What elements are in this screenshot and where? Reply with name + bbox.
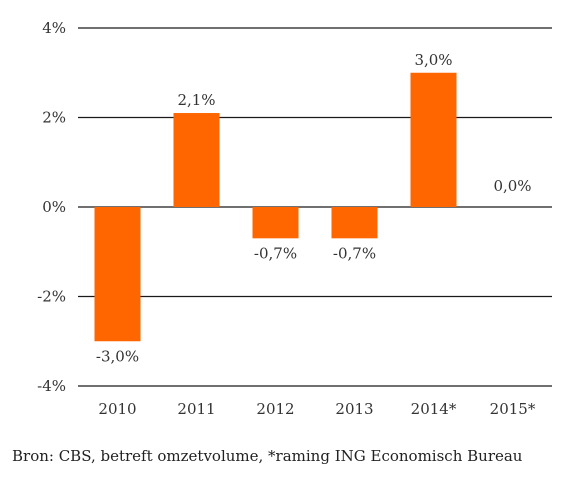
x-tick-label: 2010	[98, 400, 136, 418]
gridlines	[78, 27, 552, 387]
y-tick-label: -4%	[37, 377, 66, 395]
x-tick-label: 2014*	[411, 400, 457, 418]
bar-chart: 4% 2% 0% -2% -4% -3,0% 2,1% -0,7% -0,7% 3,0% 0,0%…	[37, 19, 552, 418]
x-tick-label: 2012	[256, 400, 294, 418]
data-label: 0,0%	[493, 177, 531, 195]
data-label: -0,7%	[254, 244, 297, 262]
bar	[252, 207, 299, 239]
x-axis-ticks: 2010 2011 2012 2013 2014* 2015*	[98, 400, 535, 418]
y-axis-ticks: 4% 2% 0% -2% -4%	[37, 19, 66, 395]
x-tick-label: 2015*	[490, 400, 536, 418]
x-tick-label: 2013	[335, 400, 373, 418]
bar	[173, 113, 220, 207]
bar	[94, 207, 141, 342]
y-tick-label: -2%	[37, 288, 66, 306]
data-label: -0,7%	[333, 244, 376, 262]
data-label: 3,0%	[414, 51, 452, 69]
source-note: Bron: CBS, betreft omzetvolume, *raming …	[12, 447, 523, 465]
y-tick-label: 2%	[42, 109, 66, 127]
bar	[331, 207, 378, 239]
y-tick-label: 4%	[42, 19, 66, 37]
data-label: 2,1%	[177, 91, 215, 109]
y-tick-label: 0%	[42, 198, 66, 216]
bars	[94, 72, 457, 342]
data-label: -3,0%	[96, 347, 139, 365]
bar	[410, 72, 457, 207]
data-labels: -3,0% 2,1% -0,7% -0,7% 3,0% 0,0%	[96, 51, 532, 366]
x-tick-label: 2011	[177, 400, 215, 418]
